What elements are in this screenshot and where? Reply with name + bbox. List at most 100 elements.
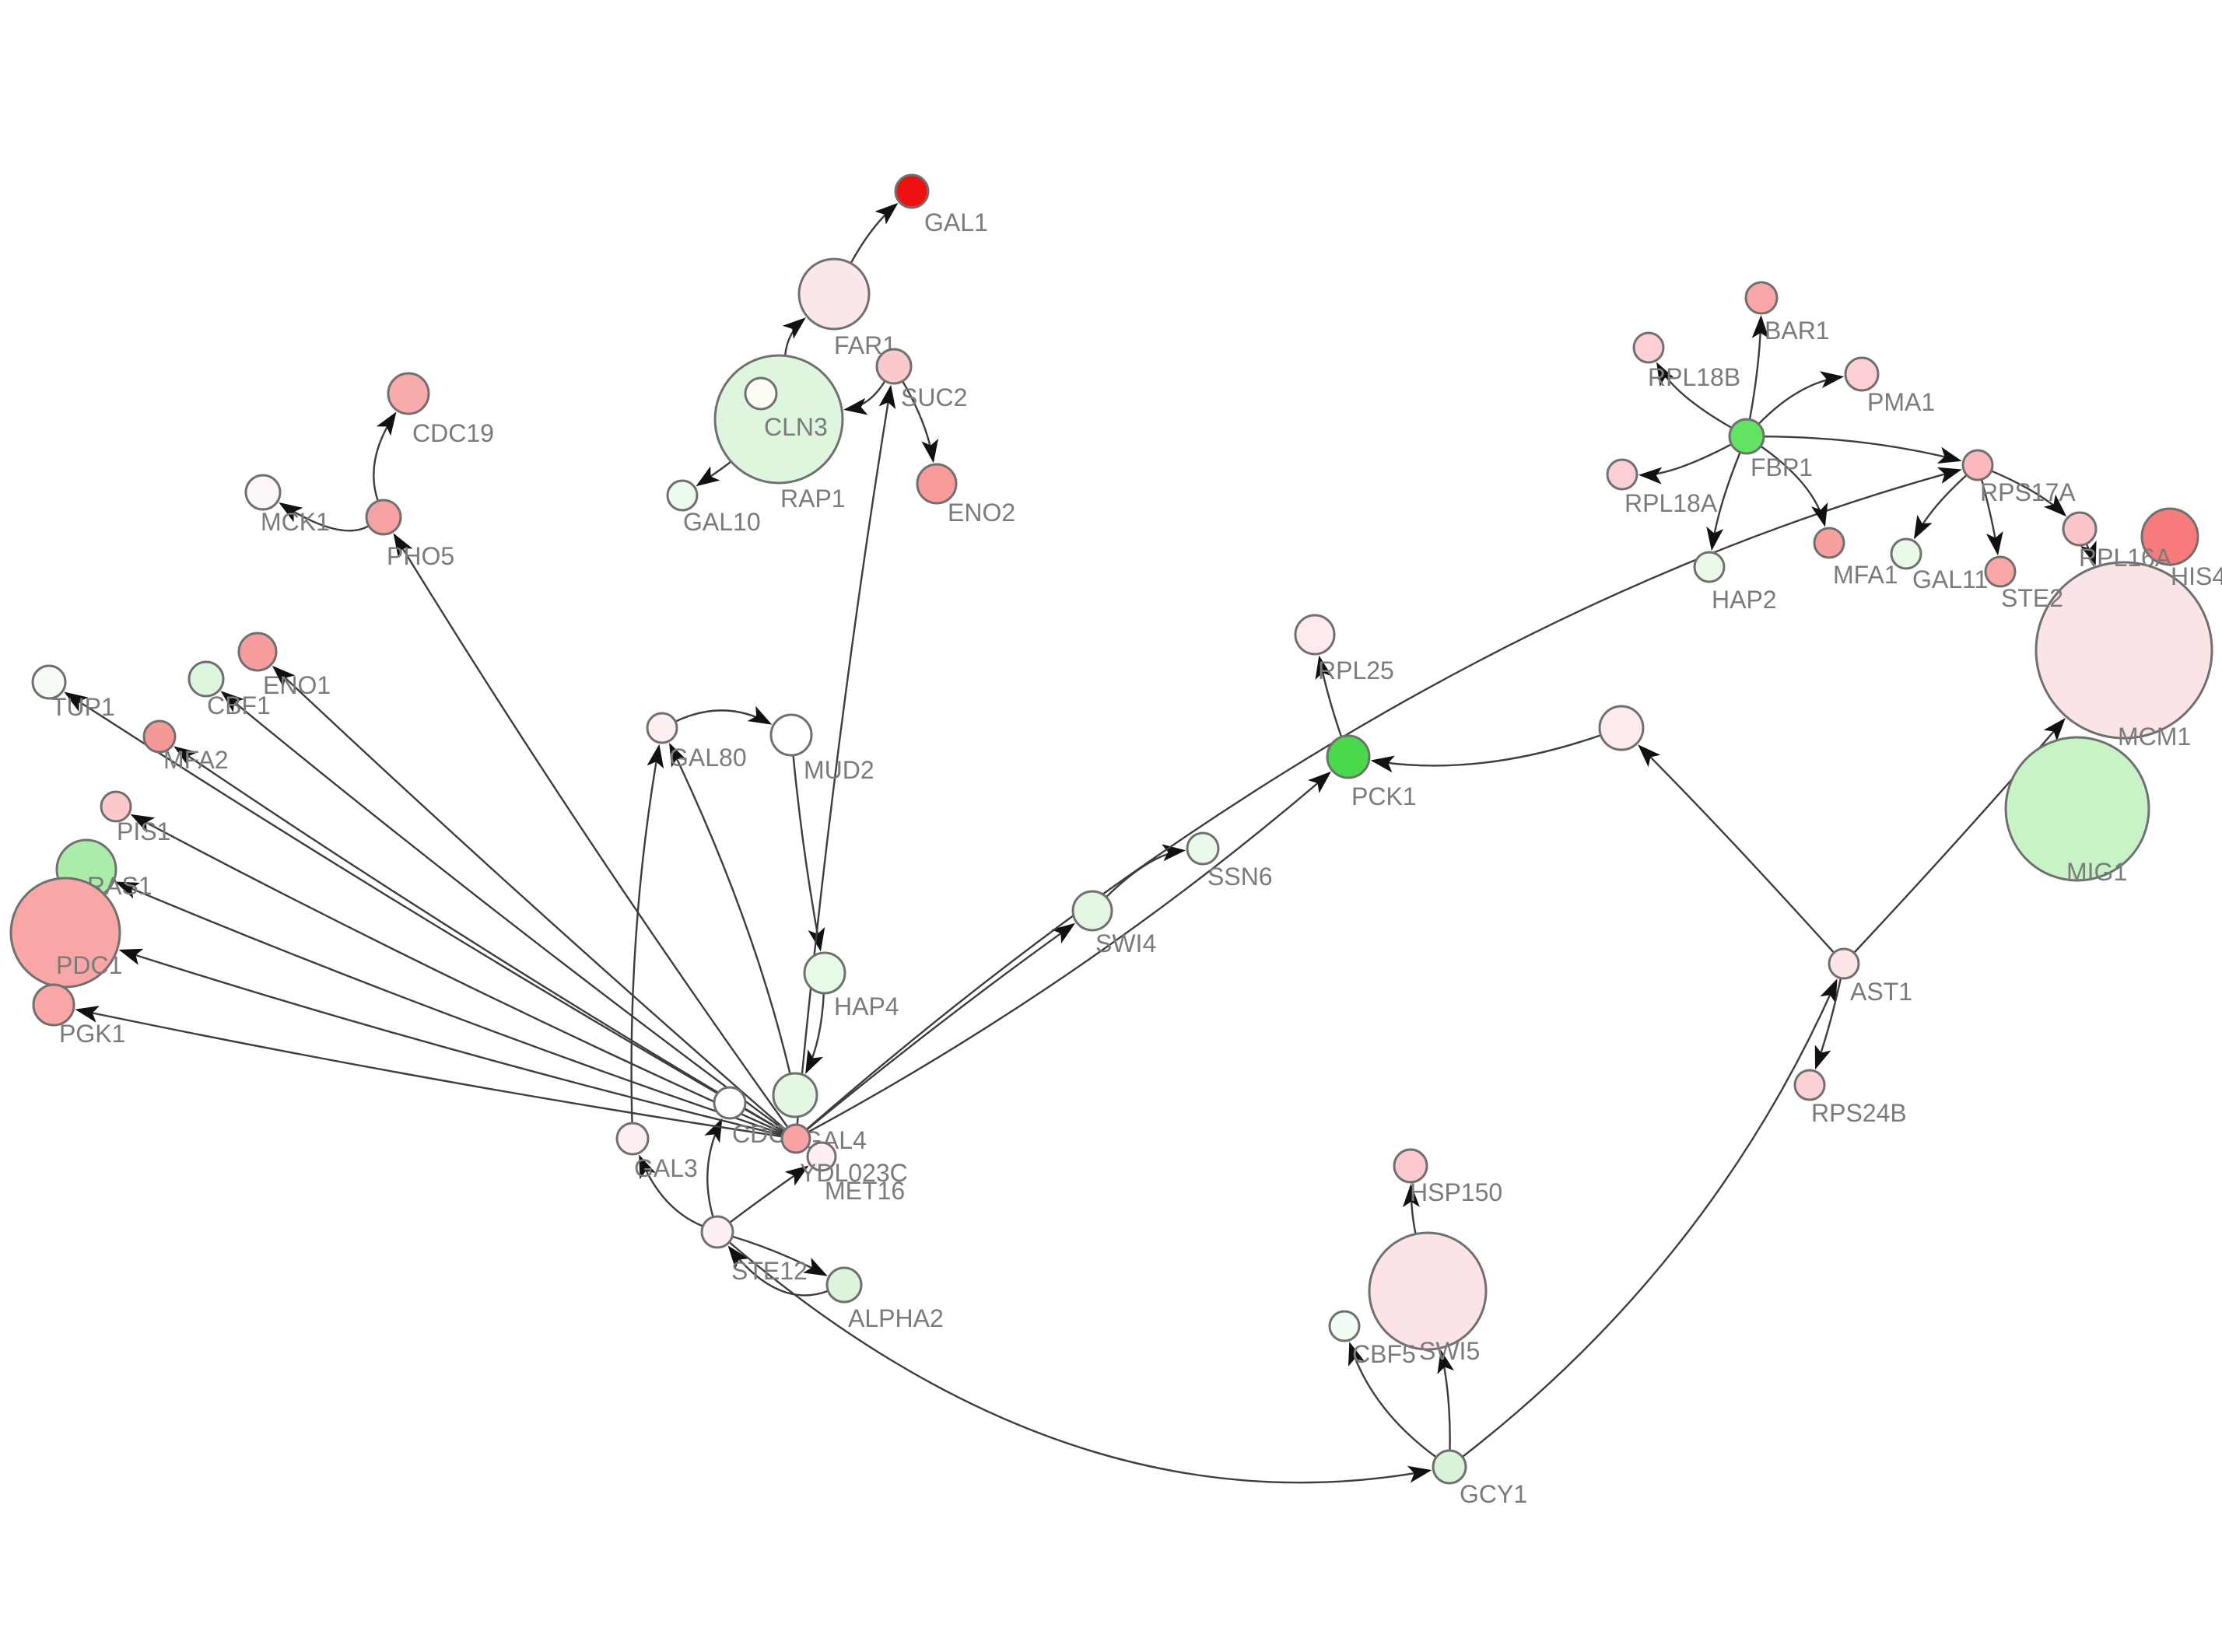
node-BAR1[interactable] (1744, 281, 1779, 315)
node-MFA1[interactable] (1813, 527, 1845, 559)
node-MFA2[interactable] (142, 719, 177, 754)
node-MCK1[interactable] (244, 474, 282, 511)
node-MCM1[interactable] (2034, 561, 2213, 740)
node-group-ENO2: ENO2 (916, 463, 1015, 527)
node-label-RPL25: RPL25 (1318, 656, 1394, 684)
node-PIS1[interactable] (100, 790, 132, 823)
node-RPS24B[interactable] (1793, 1069, 1826, 1101)
node-SUC2[interactable] (875, 348, 913, 385)
node-ENO1[interactable] (237, 632, 278, 672)
edge-ALPHA2-STE12 (727, 1245, 829, 1297)
node-ENO2[interactable] (916, 463, 958, 505)
node-group-PGK1: PGK1 (32, 983, 125, 1048)
node-GAL80[interactable] (646, 712, 678, 744)
node-group-MCM1: MCM1 (2034, 561, 2213, 751)
node-RPS17A[interactable] (1961, 449, 1994, 481)
edge-PCK1-RPL25 (1315, 655, 1343, 737)
node-YDL023C[interactable] (780, 1123, 811, 1154)
node-label-PMA1: PMA1 (1867, 388, 1935, 416)
node-label-HAP4: HAP4 (834, 992, 899, 1020)
node-CDC6[interactable] (713, 1086, 747, 1120)
node-STE2[interactable] (1984, 555, 2017, 588)
node-FBP1[interactable] (1728, 418, 1765, 455)
edge-AST1-RPS24B (1814, 978, 1842, 1070)
node-label-RPS24B: RPS24B (1811, 1099, 1907, 1127)
node-label-AST1: AST1 (1850, 978, 1912, 1006)
node-group-SSN6: SSN6 (1186, 831, 1273, 891)
node-group-RPS17A: RPS17A (1961, 449, 2076, 506)
edge-MUD2-HAP4 (792, 754, 825, 952)
edge-GAL3-GAL80 (630, 744, 664, 1124)
edge-RAP1-GAL10 (696, 460, 732, 487)
node-GCY1[interactable] (1432, 1449, 1467, 1485)
node-group-PIS1: PIS1 (100, 790, 170, 845)
node-CBF5[interactable] (1328, 1310, 1361, 1342)
edge-SUC2-RAP1 (843, 380, 886, 415)
node-HAP4[interactable] (803, 951, 846, 995)
edge-YDL023C-SWI4 (806, 922, 1076, 1131)
edge-RPS17A-RPL16A (1991, 470, 2067, 517)
node-label-SWI5: SWI5 (1419, 1337, 1480, 1365)
node-group-PDC1: PDC1 (9, 877, 122, 989)
node-HAP2[interactable] (1693, 551, 1726, 583)
node-group-MET16: MET16 (806, 1141, 905, 1205)
node-FAR1[interactable] (797, 257, 871, 331)
node-group-MCK1: MCK1 (244, 474, 330, 536)
node-RPL16A[interactable] (2062, 511, 2098, 547)
node-PMA1[interactable] (1844, 356, 1880, 392)
node-PHO5[interactable] (365, 499, 402, 536)
node-group-RPS24B: RPS24B (1793, 1069, 1907, 1127)
node-STE12[interactable] (700, 1215, 734, 1249)
node-group-STE12: STE12 (700, 1215, 808, 1285)
node-NODE1[interactable] (1598, 705, 1645, 751)
edge-GAL80-MUD2 (675, 705, 773, 725)
node-GAL10[interactable] (666, 479, 699, 512)
edge-YDL023C-CBF1 (220, 691, 786, 1132)
node-GAL1[interactable] (894, 173, 930, 209)
node-group-GCY1: GCY1 (1432, 1449, 1527, 1508)
node-group-RPL16A: RPL16A (2062, 511, 2172, 572)
node-group-RPL18A: RPL18A (1606, 458, 1718, 517)
edge-STE12-CDC6 (704, 1118, 723, 1218)
node-SWI5[interactable] (1368, 1231, 1488, 1351)
node-ALPHA2[interactable] (825, 1266, 863, 1304)
node-label-PCK1: PCK1 (1351, 782, 1417, 810)
node-label-TUP1: TUP1 (51, 693, 115, 721)
node-MUD2[interactable] (769, 713, 813, 757)
node-label-PGK1: PGK1 (59, 1020, 125, 1048)
node-GAL4[interactable] (772, 1072, 818, 1118)
node-PGK1[interactable] (32, 983, 75, 1027)
node-label-RPS17A: RPS17A (1980, 478, 2076, 506)
node-label-MET16: MET16 (825, 1177, 905, 1205)
node-label-CLN3: CLN3 (764, 413, 828, 441)
node-TUP1[interactable] (31, 664, 67, 700)
node-HSP150[interactable] (1393, 1148, 1428, 1184)
node-HIS4[interactable] (2140, 507, 2199, 566)
node-MET16[interactable] (806, 1141, 837, 1172)
node-RPL18A[interactable] (1606, 458, 1638, 491)
node-group-MUD2: MUD2 (769, 713, 874, 784)
node-GAL3[interactable] (615, 1122, 650, 1156)
node-SSN6[interactable] (1186, 831, 1220, 866)
edge-FBP1-PMA1 (1758, 371, 1845, 425)
node-GAL11[interactable] (1890, 537, 1922, 570)
node-PCK1[interactable] (1326, 734, 1371, 779)
node-label-STE12: STE12 (731, 1257, 808, 1285)
node-label-GCY1: GCY1 (1460, 1480, 1527, 1508)
node-RPL18B[interactable] (1632, 331, 1665, 364)
node-AST1[interactable] (1828, 947, 1860, 980)
node-CDC19[interactable] (387, 372, 430, 415)
node-CLN3[interactable] (744, 376, 778, 411)
edge-YDL023C-RPS17A (805, 467, 1962, 1131)
edge-PHO5-MCK1 (279, 502, 370, 532)
node-MIG1[interactable] (2004, 736, 2150, 882)
node-RPL25[interactable] (1294, 614, 1336, 656)
node-group-MFA1: MFA1 (1813, 527, 1898, 589)
edge-RPS17A-STE2 (1980, 479, 2003, 556)
node-SWI4[interactable] (1071, 890, 1113, 932)
node-CBF1[interactable] (188, 660, 225, 698)
node-group-SWI5: SWI5 (1368, 1231, 1488, 1365)
